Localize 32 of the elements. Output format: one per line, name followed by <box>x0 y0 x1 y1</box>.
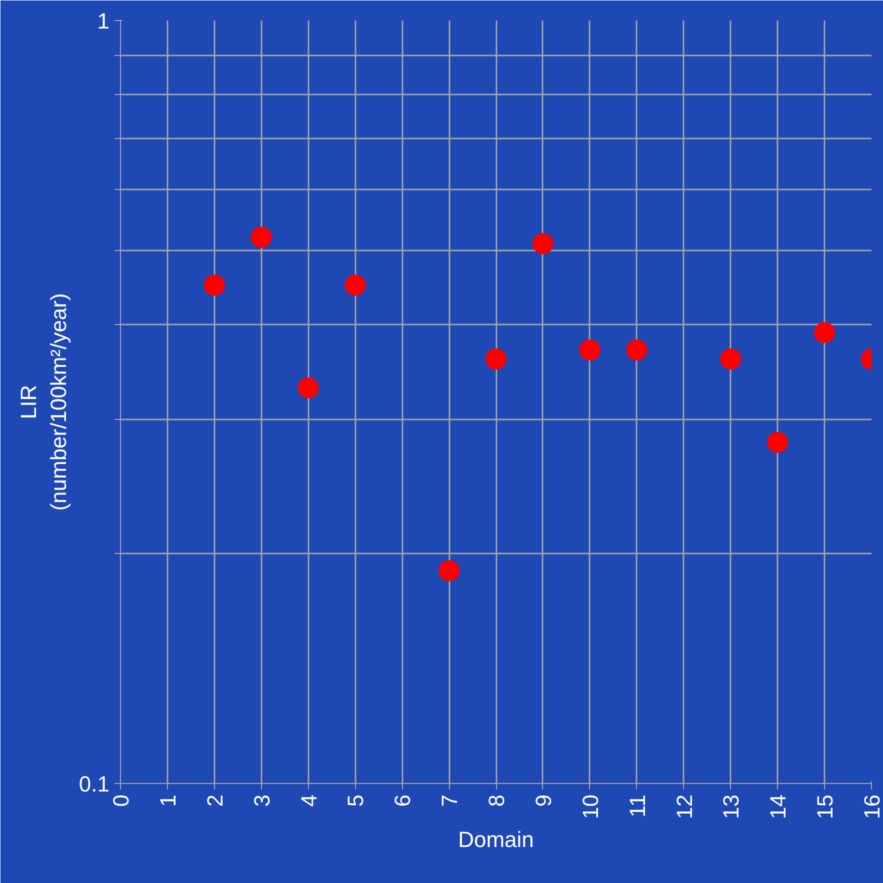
x-tick-label: 8 <box>484 794 509 807</box>
x-tick-label: 12 <box>672 794 697 819</box>
point <box>344 274 366 296</box>
x-tick-label: 14 <box>766 794 791 819</box>
x-tick-label: 5 <box>343 794 368 807</box>
x-tick-label: 15 <box>812 794 838 819</box>
x-tick-label: 16 <box>860 794 883 819</box>
y-tick-label: 0.1 <box>78 772 110 796</box>
x-tick-label: 1 <box>155 794 180 807</box>
x-tick-label: 2 <box>202 794 228 807</box>
point <box>767 432 788 453</box>
point <box>814 322 836 343</box>
x-tick-label: 10 <box>578 794 603 819</box>
point <box>438 560 460 582</box>
point <box>532 233 554 254</box>
x-tick-label: 9 <box>530 794 556 807</box>
x-tick-label: 4 <box>296 794 322 807</box>
point <box>204 274 225 296</box>
x-tick-label: 3 <box>249 794 274 807</box>
point <box>486 348 506 370</box>
point <box>250 226 272 248</box>
y-axis-title: LIR (number/100km²/year) <box>16 293 71 511</box>
x-tick-label: 0 <box>108 794 134 807</box>
point <box>298 377 319 398</box>
x-tick-label: 7 <box>437 794 462 807</box>
point <box>626 339 648 360</box>
x-axis-title: Domain <box>458 826 534 852</box>
x-tick-label: 6 <box>390 794 416 807</box>
point <box>579 339 600 360</box>
point <box>720 348 742 370</box>
x-tick-label: 11 <box>624 794 650 818</box>
x-tick-label: 13 <box>718 794 744 819</box>
